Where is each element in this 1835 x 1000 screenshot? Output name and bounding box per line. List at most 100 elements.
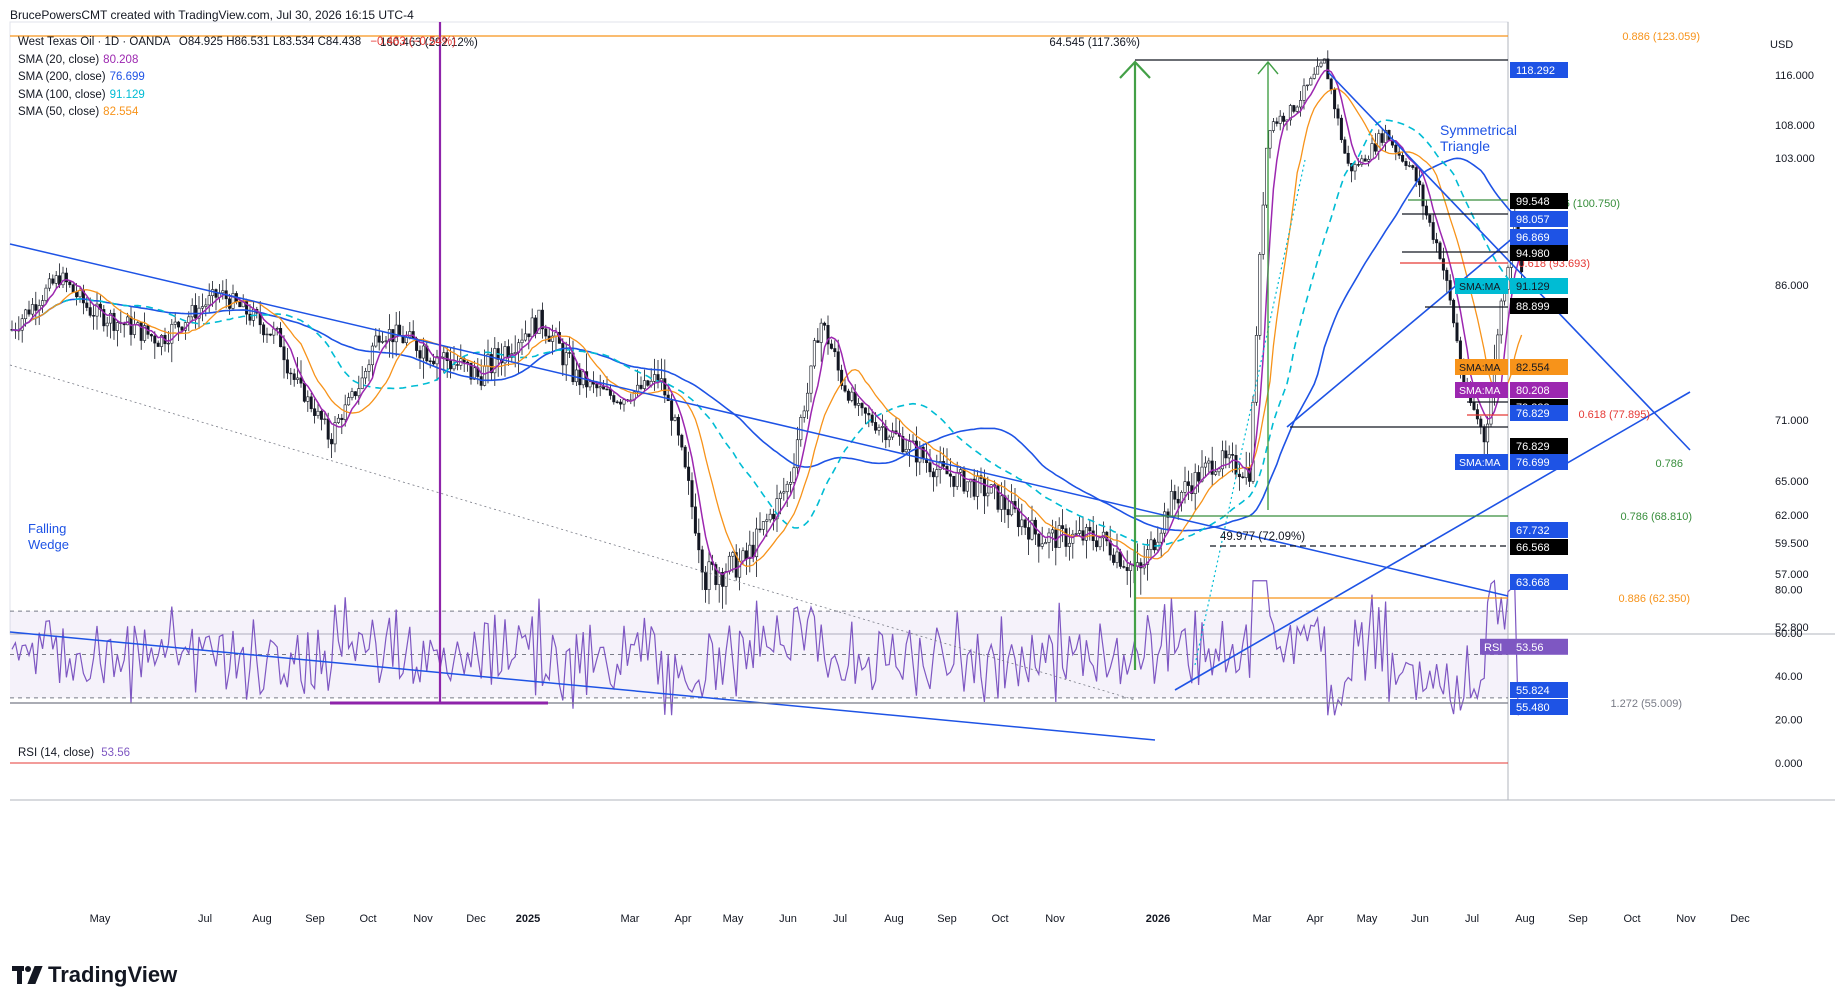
- price-label-tag: SMA:MA: [1459, 385, 1500, 397]
- candle-body: [1010, 501, 1014, 516]
- candle-body: [857, 403, 861, 406]
- price-label: 98.057: [1516, 214, 1550, 226]
- candle-body: [343, 404, 347, 421]
- legend-sma200[interactable]: SMA (200, close) 76.699: [18, 69, 456, 87]
- price-label: 94.980: [1516, 248, 1550, 260]
- candle-body: [931, 471, 935, 478]
- candle-body: [537, 309, 541, 334]
- candle-body: [156, 342, 160, 347]
- candle-body: [1333, 88, 1337, 110]
- candle-body: [285, 359, 289, 374]
- candle-body: [1169, 491, 1173, 518]
- candle-body: [1197, 472, 1201, 482]
- candle-body: [707, 561, 711, 590]
- rsi-value: 53.56: [101, 747, 131, 759]
- candle-body: [622, 399, 626, 405]
- candle-body: [1489, 395, 1493, 425]
- candle-body: [530, 317, 534, 338]
- candle-body: [690, 480, 694, 508]
- candle-body: [1044, 542, 1048, 545]
- price-label-tag-bg: [1455, 454, 1508, 470]
- candle-body: [1061, 525, 1065, 529]
- candle-body: [901, 436, 905, 453]
- candle-body: [1261, 204, 1265, 255]
- candle-body: [935, 469, 939, 478]
- legend-symbol-row[interactable]: West Texas Oil · 1D · OANDA O84.925 H86.…: [18, 34, 456, 52]
- candle-body: [785, 483, 789, 493]
- candle-body: [1186, 481, 1190, 486]
- candle-body: [214, 289, 218, 298]
- candle-body: [605, 388, 609, 391]
- candle-body: [829, 343, 833, 349]
- candle-body: [1210, 460, 1214, 475]
- price-label-bg: [1510, 539, 1568, 555]
- candle-body: [646, 380, 650, 386]
- candle-body: [398, 324, 402, 336]
- candle-body: [748, 544, 752, 559]
- price-label-bg: [1510, 298, 1568, 314]
- candle-body: [34, 304, 38, 311]
- candle-body: [833, 348, 837, 353]
- fib-label: 0.886 (62.350): [1618, 593, 1690, 605]
- candle-body: [238, 301, 242, 308]
- candle-body: [1115, 551, 1119, 563]
- candle-body: [1435, 239, 1439, 244]
- candle-body: [333, 422, 337, 445]
- candle-body: [717, 572, 721, 585]
- candle-body: [1411, 165, 1415, 168]
- annotation-text: 64.545 (117.36%): [1049, 37, 1140, 49]
- price-label-bg: [1510, 245, 1568, 261]
- price-label-bg: [1510, 62, 1568, 78]
- candle-body: [44, 287, 48, 301]
- fib-label: 0.786 (68.810): [1620, 511, 1692, 523]
- rsi-legend[interactable]: RSI (14, close) 53.56: [18, 747, 130, 759]
- candle-body: [1067, 542, 1071, 547]
- tradingview-brand[interactable]: TradingView: [12, 962, 177, 988]
- legend-sma100[interactable]: SMA (100, close) 91.129: [18, 87, 456, 105]
- candle-body: [806, 392, 810, 412]
- candle-body: [367, 364, 371, 372]
- candle-body: [180, 326, 184, 331]
- candle-body: [265, 333, 269, 336]
- candle-body: [1482, 426, 1486, 443]
- time-axis-label: Oct: [359, 913, 376, 925]
- price-label: 88.899: [1516, 301, 1550, 313]
- price-label-bg: [1510, 522, 1568, 538]
- price-label: 76.699: [1516, 457, 1550, 469]
- time-axis-label: Aug: [884, 913, 904, 925]
- price-label-tag: SMA:MA: [1459, 281, 1500, 293]
- candle-body: [602, 386, 606, 390]
- candle-body: [809, 365, 813, 394]
- price-axis-tick: 71.000: [1775, 415, 1809, 427]
- candle-body: [391, 329, 395, 343]
- candle-body: [353, 391, 357, 397]
- candle-body: [1496, 334, 1500, 362]
- candle-body: [1309, 78, 1313, 86]
- candle-body: [853, 391, 857, 406]
- candle-body: [112, 312, 116, 331]
- price-label: 76.829: [1516, 408, 1550, 420]
- candle-body: [1220, 450, 1224, 470]
- legend-sma50[interactable]: SMA (50, close) 82.554: [18, 104, 456, 122]
- candle-body: [1292, 105, 1296, 112]
- candle-body: [92, 315, 96, 317]
- candle-body: [306, 396, 310, 402]
- candle-body: [435, 356, 439, 365]
- rsi-axis-tick: 0.000: [1775, 758, 1803, 770]
- change-value: −0.463 (−0.54%): [370, 36, 456, 48]
- price-label: 76.829: [1516, 441, 1550, 453]
- time-axis-label: May: [1357, 913, 1378, 925]
- sma200-value: 76.699: [109, 71, 145, 83]
- price-label: 118.292: [1516, 65, 1555, 77]
- candle-body: [772, 513, 776, 520]
- candle-body: [1258, 254, 1262, 336]
- legend-sma20[interactable]: SMA (20, close) 80.208: [18, 52, 456, 70]
- candle-body: [523, 333, 527, 341]
- candle-body: [47, 278, 51, 289]
- candle-body: [279, 328, 283, 348]
- candle-body: [194, 305, 198, 319]
- candle-body: [207, 295, 211, 306]
- candle-body: [1203, 462, 1207, 468]
- candle-body: [761, 521, 765, 530]
